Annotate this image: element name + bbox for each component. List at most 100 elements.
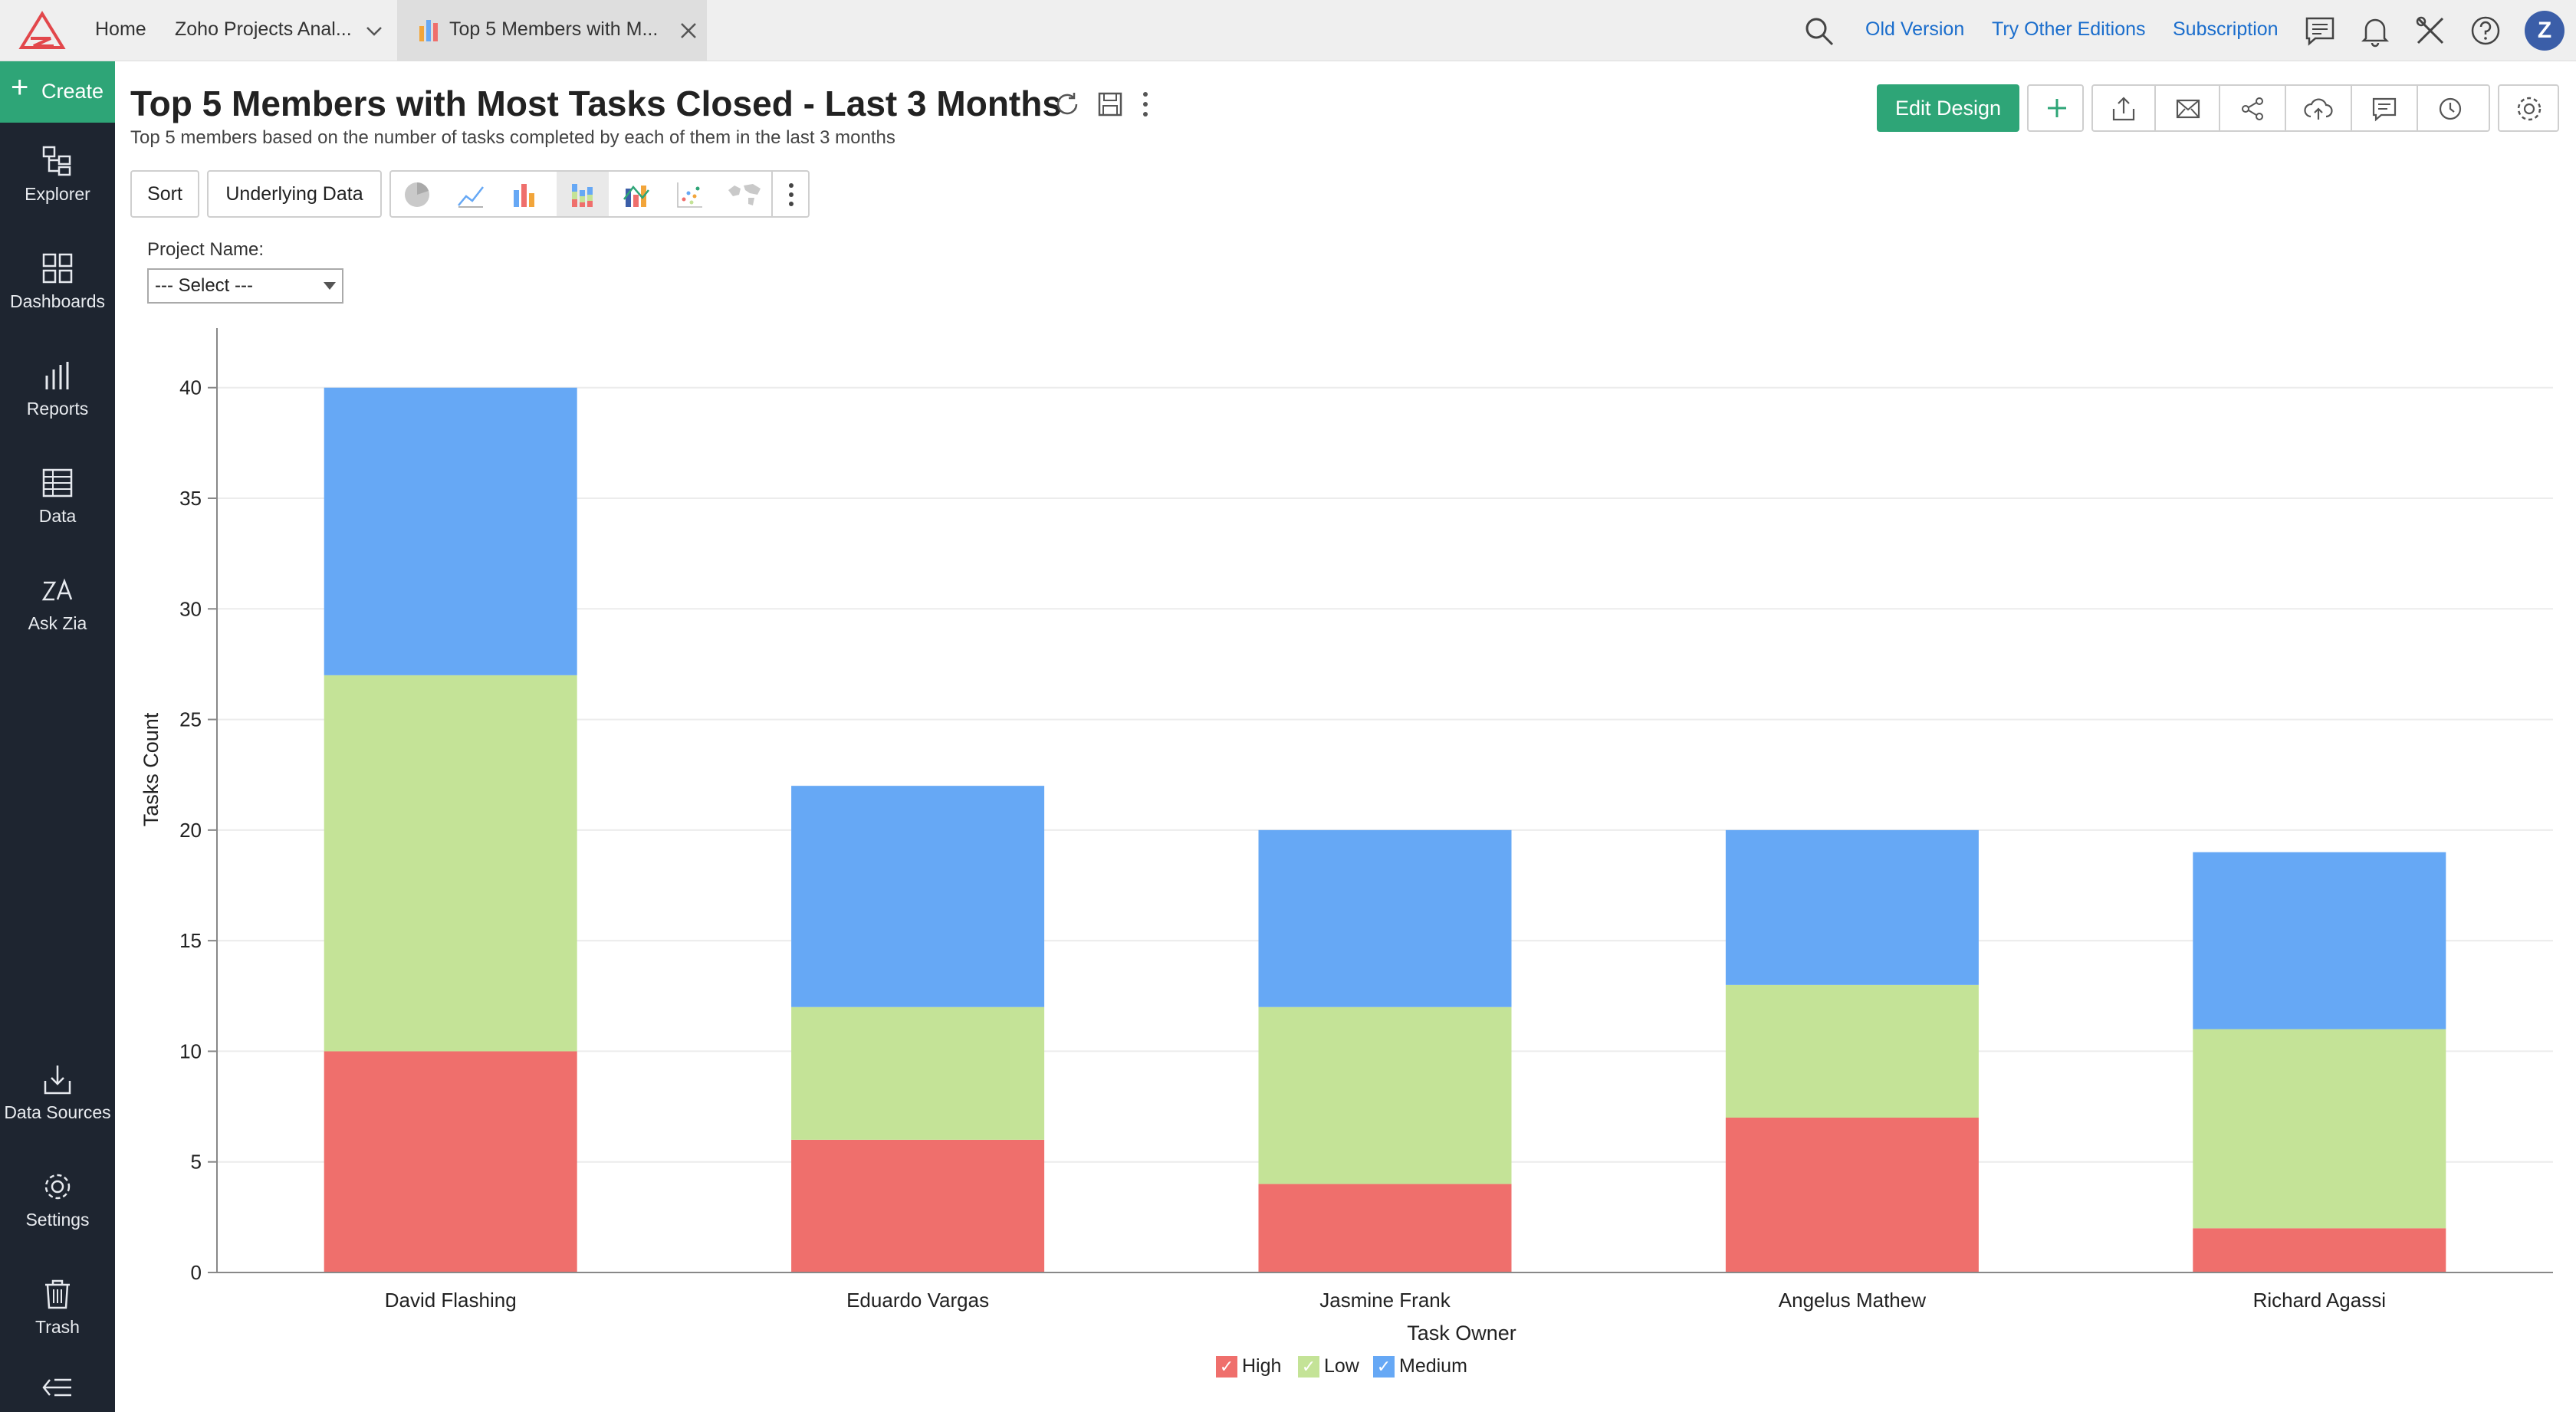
- sidebar-item-label: Reports: [26, 399, 89, 419]
- sidebar-item-label: Settings: [25, 1210, 90, 1230]
- email-icon[interactable]: [2174, 95, 2202, 123]
- sidebar-item-reports[interactable]: Reports: [0, 359, 115, 451]
- bar-medium-richard-agassi[interactable]: [2193, 852, 2446, 1029]
- sort-button[interactable]: Sort: [130, 170, 199, 218]
- more-options-icon[interactable]: [784, 179, 799, 210]
- reports-icon: [45, 362, 69, 389]
- close-icon[interactable]: [678, 20, 699, 41]
- legend-item-medium[interactable]: ✓ Medium: [1373, 1355, 1467, 1378]
- stacked-bar-chart-icon[interactable]: [567, 179, 598, 210]
- export-icon[interactable]: [2110, 95, 2137, 123]
- bar-medium-david-flashing[interactable]: [324, 387, 577, 675]
- sidebar-item-label: Dashboards: [9, 291, 106, 311]
- sidebar-item-dashboards[interactable]: Dashboards: [0, 251, 115, 343]
- bar-low-eduardo-vargas[interactable]: [791, 1006, 1045, 1140]
- history-icon[interactable]: [2436, 95, 2464, 123]
- scatter-chart-icon[interactable]: [675, 179, 705, 210]
- create-button[interactable]: + Create: [0, 61, 115, 123]
- comment-icon[interactable]: [2371, 95, 2398, 123]
- help-icon[interactable]: [2469, 14, 2502, 48]
- x-tick-label: Eduardo Vargas: [846, 1289, 989, 1312]
- search-icon[interactable]: [1802, 14, 1835, 48]
- data-icon: [42, 468, 73, 497]
- y-tick-label: 35: [179, 487, 202, 510]
- zia-icon: [41, 578, 73, 601]
- legend-label: High: [1242, 1355, 1282, 1377]
- map-chart-icon[interactable]: [725, 179, 764, 210]
- y-axis-title: Tasks Count: [140, 712, 163, 826]
- filter-label: Project Name:: [147, 239, 264, 260]
- bar-medium-eduardo-vargas[interactable]: [791, 786, 1045, 1007]
- y-tick-label: 15: [179, 929, 202, 952]
- dropdown-arrow-icon: [324, 282, 336, 290]
- y-tick-label: 20: [179, 819, 202, 842]
- y-tick-label: 40: [179, 376, 202, 399]
- bar-high-eduardo-vargas[interactable]: [791, 1139, 1045, 1272]
- plus-icon: [2048, 99, 2066, 117]
- bar-high-david-flashing[interactable]: [324, 1051, 577, 1272]
- sidebar-item-data[interactable]: Data: [0, 466, 115, 558]
- sidebar-item-label: Ask Zia: [28, 613, 87, 633]
- bar-high-jasmine-frank[interactable]: [1258, 1184, 1512, 1272]
- bar-medium-jasmine-frank[interactable]: [1258, 829, 1512, 1007]
- plus-icon: +: [11, 71, 29, 104]
- x-tick-label: Angelus Mathew: [1779, 1289, 1926, 1312]
- bell-icon[interactable]: [2358, 14, 2392, 48]
- cloud-upload-icon[interactable]: [2303, 95, 2334, 123]
- dashboards-icon: [42, 253, 73, 284]
- project-name-select[interactable]: --- Select ---: [147, 268, 343, 304]
- more-options-icon[interactable]: [1136, 89, 1155, 120]
- collapse-sidebar-icon[interactable]: [41, 1374, 74, 1401]
- x-tick-label: Richard Agassi: [2253, 1289, 2386, 1312]
- x-tick-label: Jasmine Frank: [1319, 1289, 1451, 1312]
- share-icon[interactable]: [2239, 95, 2266, 123]
- legend-item-high[interactable]: ✓ High: [1216, 1355, 1281, 1378]
- bar-low-jasmine-frank[interactable]: [1258, 1006, 1512, 1184]
- bar-high-richard-agassi[interactable]: [2193, 1228, 2446, 1272]
- page-subtitle: Top 5 members based on the number of tas…: [130, 127, 895, 148]
- bar-chart-icon: [419, 20, 438, 41]
- bar-low-richard-agassi[interactable]: [2193, 1029, 2446, 1229]
- pie-chart-icon[interactable]: [402, 179, 432, 210]
- add-button[interactable]: [2027, 84, 2084, 132]
- refresh-icon[interactable]: [1053, 90, 1081, 118]
- sidebar-item-explorer[interactable]: Explorer: [0, 144, 115, 236]
- home-link[interactable]: Home: [95, 18, 146, 40]
- save-icon[interactable]: [1096, 90, 1124, 118]
- workspace-dropdown[interactable]: Zoho Projects Anal...: [175, 18, 352, 40]
- try-other-editions-link[interactable]: Try Other Editions: [1992, 18, 2146, 40]
- feedback-icon[interactable]: [2303, 14, 2337, 48]
- checkbox-icon: ✓: [1298, 1356, 1319, 1378]
- chevron-down-icon[interactable]: [365, 21, 383, 40]
- sidebar-item-settings[interactable]: Settings: [0, 1170, 115, 1262]
- subscription-link[interactable]: Subscription: [2173, 18, 2279, 40]
- tab-report[interactable]: Top 5 Members with M...: [397, 0, 707, 61]
- settings-button[interactable]: [2498, 84, 2559, 132]
- zoho-analytics-logo-icon[interactable]: [17, 9, 67, 52]
- sidebar-item-ask-zia[interactable]: Ask Zia: [0, 573, 115, 665]
- tools-icon[interactable]: [2413, 14, 2447, 48]
- bar-low-david-flashing[interactable]: [324, 675, 577, 1052]
- sidebar-item-data-sources[interactable]: Data Sources: [0, 1062, 115, 1154]
- sidebar-item-trash[interactable]: Trash: [0, 1277, 115, 1369]
- x-axis-title: Task Owner: [1407, 1322, 1516, 1345]
- bar-medium-angelus-mathew[interactable]: [1725, 829, 1979, 985]
- bar-low-angelus-mathew[interactable]: [1725, 984, 1979, 1118]
- line-chart-icon[interactable]: [455, 179, 486, 210]
- bar-high-angelus-mathew[interactable]: [1725, 1118, 1979, 1272]
- sidebar: + Create Explorer Dashboards Reports Dat…: [0, 61, 115, 1412]
- underlying-data-button[interactable]: Underlying Data: [207, 170, 382, 218]
- y-tick-label: 0: [191, 1261, 202, 1284]
- combo-chart-icon[interactable]: [621, 179, 652, 210]
- avatar[interactable]: Z: [2525, 11, 2564, 51]
- page-title: Top 5 Members with Most Tasks Closed - L…: [130, 84, 1062, 123]
- trash-icon: [45, 1279, 70, 1309]
- edit-design-button[interactable]: Edit Design: [1877, 84, 2019, 132]
- old-version-link[interactable]: Old Version: [1865, 18, 1965, 40]
- legend-item-low[interactable]: ✓ Low: [1298, 1355, 1359, 1378]
- bar-chart-icon[interactable]: [509, 179, 540, 210]
- sidebar-item-label: Explorer: [25, 184, 90, 204]
- gear-icon: [2517, 97, 2542, 121]
- y-tick-label: 25: [179, 708, 202, 731]
